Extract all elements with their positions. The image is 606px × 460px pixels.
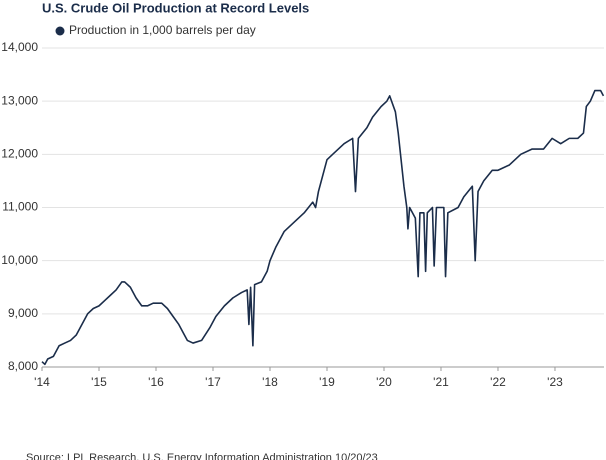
x-tick-label: '23: [547, 375, 563, 389]
y-tick-label: 8,000: [8, 359, 38, 373]
chart-title: U.S. Crude Oil Production at Record Leve…: [42, 0, 309, 15]
y-tick-label: 9,000: [8, 306, 38, 320]
x-tick-label: '15: [91, 375, 107, 389]
x-tick-label: '16: [148, 375, 164, 389]
x-tick-label: '14: [34, 375, 50, 389]
y-tick-label: 12,000: [1, 147, 38, 161]
x-tick-label: '18: [262, 375, 278, 389]
legend-label: Production in 1,000 barrels per day: [69, 23, 256, 37]
y-tick-label: 14,000: [1, 40, 38, 54]
y-tick-label: 13,000: [1, 93, 38, 107]
x-tick-label: '21: [433, 375, 449, 389]
x-tick-label: '19: [319, 375, 335, 389]
legend-marker: [55, 26, 65, 36]
y-tick-label: 10,000: [1, 253, 38, 267]
x-tick-label: '17: [205, 375, 221, 389]
x-tick-label: '20: [376, 375, 392, 389]
x-tick-label: '22: [490, 375, 506, 389]
source-note: Source: LPL Research, U.S. Energy Inform…: [26, 452, 378, 460]
data-line: [41, 89, 605, 366]
y-tick-label: 11,000: [2, 200, 38, 214]
